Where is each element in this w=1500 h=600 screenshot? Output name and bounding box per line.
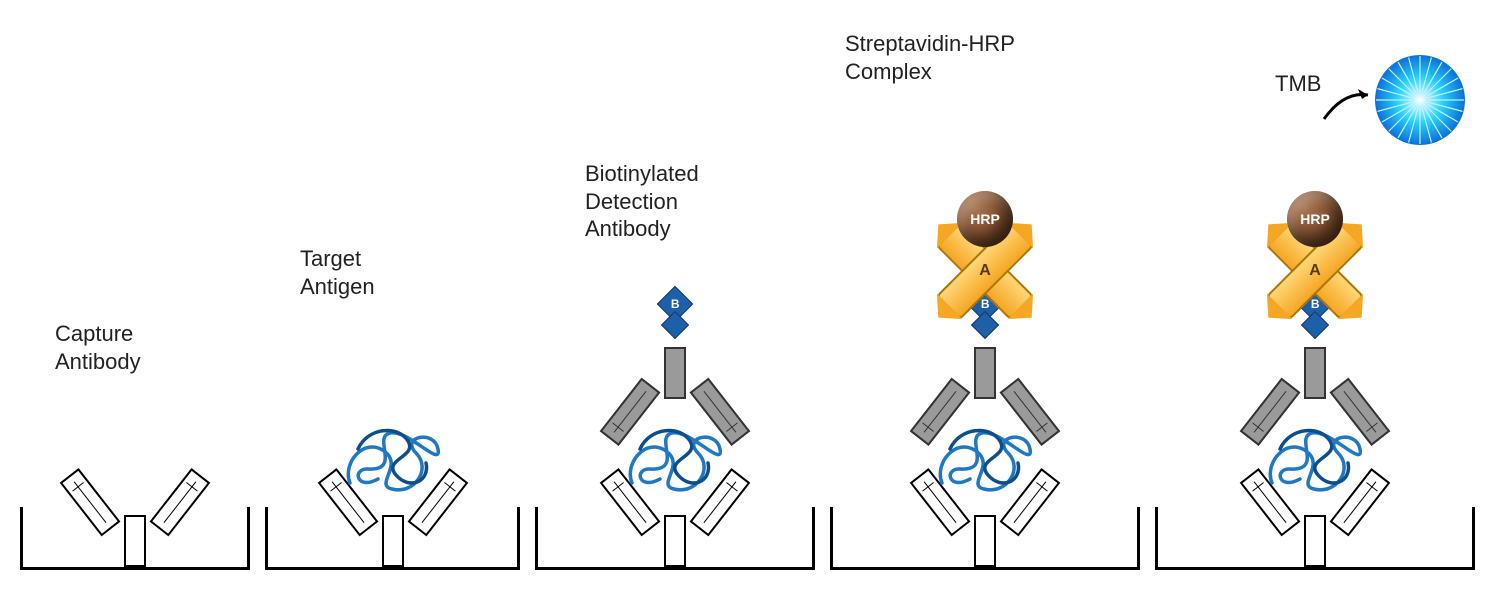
component-stack: BAHRP [925,191,1045,567]
component-stack [333,447,453,567]
hrp-icon: HRP [1287,191,1343,247]
panel-p1 [20,30,250,570]
antigen-icon [1260,419,1370,499]
panel-p4: BAHRP [830,30,1140,570]
panel-p3: B [535,30,815,570]
tmb-arrow-icon [1320,85,1370,125]
antigen-icon [930,419,1040,499]
component-stack: BAHRP [1255,191,1375,567]
component-stack: B [615,297,735,567]
component-stack [75,467,195,567]
tmb-signal-icon [1375,55,1465,145]
hrp-icon: HRP [957,191,1013,247]
antigen-icon [620,419,730,499]
biotin-icon: B [655,297,695,353]
elisa-diagram: Capture AntibodyTarget AntigenBiotinylat… [0,0,1500,600]
capture-antibody-icon [75,467,195,567]
panel-p2 [265,30,520,570]
antigen-icon [338,419,448,499]
